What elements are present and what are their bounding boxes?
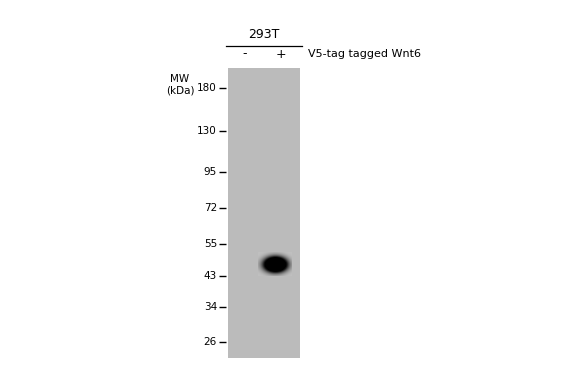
Text: 34: 34 (204, 302, 217, 312)
Text: +: + (276, 48, 286, 60)
Text: 72: 72 (204, 203, 217, 213)
Text: 293T: 293T (249, 28, 280, 42)
Text: 26: 26 (204, 337, 217, 347)
Text: 180: 180 (197, 83, 217, 93)
Text: ← V5-tag tagged Wnt6: ← V5-tag tagged Wnt6 (0, 377, 1, 378)
Text: 130: 130 (197, 126, 217, 136)
Text: MW
(kDa): MW (kDa) (166, 74, 194, 96)
Text: 95: 95 (204, 167, 217, 177)
Text: V5-tag tagged Wnt6: V5-tag tagged Wnt6 (308, 49, 421, 59)
Text: -: - (243, 48, 247, 60)
Text: 55: 55 (204, 239, 217, 249)
Text: 43: 43 (204, 271, 217, 281)
